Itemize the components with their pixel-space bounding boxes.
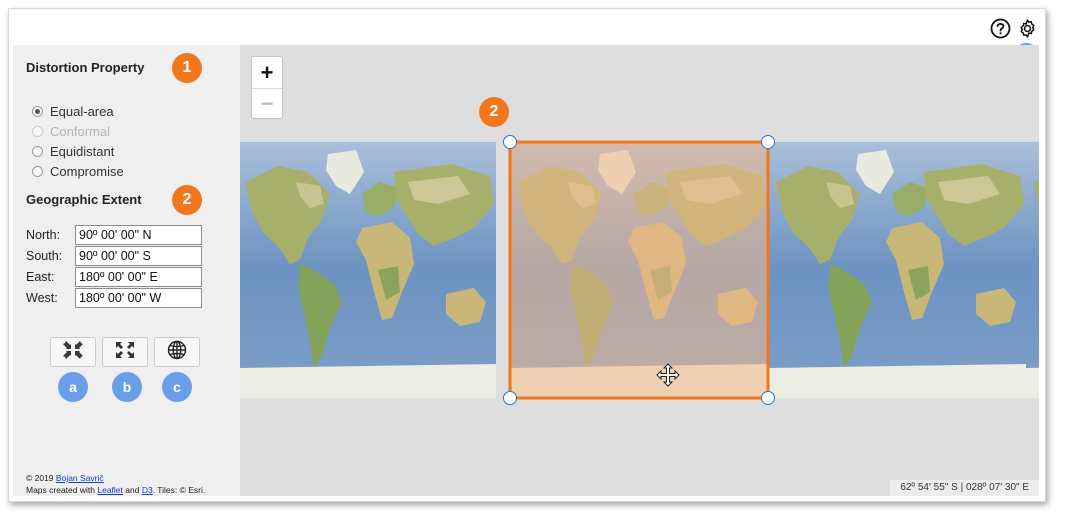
west-row: West: [26,287,202,308]
east-field[interactable] [75,266,202,287]
tool-badge-c: c [162,372,192,402]
map-view[interactable]: 2 + − 62º 54' 55" S | 028º 07' 30" E [240,45,1039,496]
zoom-out-button[interactable]: − [252,88,282,118]
tool-badge-b: b [112,372,142,402]
selection-rectangle [508,140,770,400]
expand-extent-button[interactable] [102,337,148,367]
north-field[interactable] [75,224,202,245]
selection-handle-ne[interactable] [761,135,775,149]
and-text: and [125,485,140,495]
selection-handle-se[interactable] [761,391,775,405]
help-circle-icon[interactable] [989,17,1011,39]
tiles-credit: . Tiles: © Esri. [152,485,206,495]
move-cursor-icon[interactable] [656,363,680,392]
world-map-tiles [240,140,1039,400]
extent-badge: 2 [172,185,202,215]
radio-equal-area[interactable]: Equal-area [32,102,114,120]
tool-badge-a: a [58,372,88,402]
author-link[interactable]: Bojan Savrič [55,473,104,483]
radio-conformal: Conformal [32,122,110,140]
radio-label: Compromise [50,163,124,179]
sidebar: Distortion Property 1 Equal-area Conform… [13,45,240,496]
radio-button [32,125,43,137]
zoom-control: + − [251,56,283,119]
west-label: West: [26,290,58,305]
shrink-arrows-icon [62,340,84,365]
south-row: South: [26,245,202,266]
globe-icon [166,339,188,366]
selection-handle-nw[interactable] [503,135,517,149]
copyright-text: © 2019 [26,473,54,483]
selection-badge: 2 [479,97,509,127]
extent-title: Geographic Extent [26,192,142,207]
expand-arrows-icon [114,340,136,365]
radio-equidistant[interactable]: Equidistant [32,142,114,160]
radio-button[interactable] [32,105,43,117]
credits-footer: © 2019 Bojan Savrič Maps created with Le… [26,472,205,496]
coordinate-readout: 62º 54' 55" S | 028º 07' 30" E [890,480,1039,496]
app-window: d Distortion Property 1 Equal-area Confo… [8,8,1046,502]
east-row: East: [26,266,202,287]
radio-button[interactable] [32,165,43,177]
radio-label: Equal-area [50,103,114,119]
shrink-extent-button[interactable] [50,337,96,367]
distortion-title: Distortion Property [26,60,145,75]
north-label: North: [26,227,61,242]
gear-icon[interactable] [1016,17,1038,39]
east-label: East: [26,269,55,284]
radio-label: Equidistant [50,143,115,159]
west-field[interactable] [75,287,202,308]
distortion-badge: 1 [172,53,202,83]
maps-prefix: Maps created with [26,485,95,495]
radio-label: Conformal [50,123,110,139]
south-field[interactable] [75,245,202,266]
radio-button[interactable] [32,145,43,157]
north-row: North: [26,224,202,245]
d3-link[interactable]: D3 [141,485,153,495]
radio-compromise[interactable]: Compromise [32,162,124,180]
south-label: South: [26,248,63,263]
zoom-in-button[interactable]: + [260,59,274,85]
leaflet-link[interactable]: Leaflet [97,485,123,495]
top-toolbar: d [9,9,1045,67]
selection-handle-sw[interactable] [503,391,517,405]
world-extent-button[interactable] [154,337,200,367]
